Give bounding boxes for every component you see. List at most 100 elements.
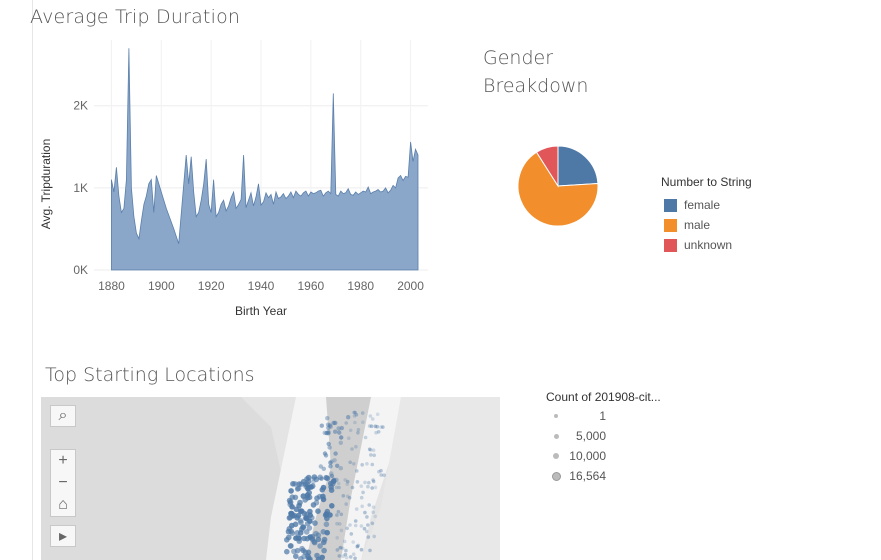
station-point[interactable] (371, 478, 375, 482)
station-point[interactable] (379, 473, 384, 477)
station-point[interactable] (355, 544, 360, 549)
station-point[interactable] (343, 478, 348, 482)
station-point[interactable] (313, 499, 320, 506)
station-point[interactable] (307, 512, 314, 518)
station-point[interactable] (367, 447, 372, 452)
station-point[interactable] (295, 534, 302, 540)
station-point[interactable] (331, 420, 336, 426)
size-legend-row-4[interactable]: 16,564 (546, 466, 661, 486)
station-point[interactable] (328, 487, 335, 493)
station-point[interactable] (371, 510, 376, 514)
station-point[interactable] (372, 534, 377, 539)
station-point[interactable] (326, 431, 331, 436)
station-point[interactable] (334, 477, 339, 483)
station-point[interactable] (345, 482, 350, 486)
station-point[interactable] (288, 543, 294, 549)
station-point[interactable] (337, 430, 342, 435)
station-point[interactable] (323, 521, 330, 528)
station-point[interactable] (345, 494, 350, 499)
station-point[interactable] (291, 512, 298, 519)
station-point[interactable] (336, 509, 341, 514)
station-point[interactable] (320, 484, 327, 491)
station-point[interactable] (351, 552, 356, 556)
station-point[interactable] (363, 435, 368, 440)
pie-slice-male[interactable] (517, 151, 599, 227)
station-point[interactable] (303, 483, 309, 490)
station-point[interactable] (315, 556, 322, 560)
station-point[interactable] (353, 556, 357, 560)
map-canvas[interactable] (41, 397, 500, 560)
station-point[interactable] (344, 421, 349, 425)
station-point[interactable] (353, 410, 357, 415)
station-point[interactable] (362, 526, 367, 531)
map-search-tool[interactable]: ⌕ (50, 405, 76, 427)
station-point[interactable] (347, 436, 351, 440)
station-point[interactable] (297, 499, 303, 506)
station-point[interactable] (322, 430, 327, 435)
starting-locations-map[interactable]: ⌕ + − ⌂ ▸ (41, 397, 500, 560)
station-point[interactable] (350, 485, 355, 490)
station-point[interactable] (304, 535, 311, 542)
station-point[interactable] (326, 441, 331, 447)
station-point[interactable] (368, 414, 373, 418)
station-point[interactable] (338, 466, 343, 471)
station-point[interactable] (319, 423, 324, 428)
station-point[interactable] (364, 529, 369, 534)
station-point[interactable] (324, 529, 331, 536)
legend-item-female[interactable]: female (661, 195, 752, 215)
station-point[interactable] (374, 430, 378, 435)
station-point[interactable] (337, 554, 342, 558)
station-point[interactable] (284, 548, 290, 555)
map-station-points[interactable] (284, 410, 386, 560)
station-point[interactable] (292, 521, 299, 528)
station-point[interactable] (361, 490, 365, 495)
station-point[interactable] (353, 420, 357, 425)
trip-duration-area[interactable] (111, 48, 419, 271)
station-point[interactable] (338, 545, 343, 550)
station-point[interactable] (311, 538, 317, 545)
station-point[interactable] (294, 547, 301, 554)
station-point[interactable] (353, 519, 358, 523)
station-point[interactable] (367, 480, 371, 485)
station-point[interactable] (355, 544, 360, 549)
station-point[interactable] (375, 412, 380, 417)
zoom-in-button[interactable]: + (51, 450, 75, 472)
station-point[interactable] (359, 547, 364, 552)
station-point[interactable] (333, 451, 338, 456)
station-point[interactable] (356, 543, 361, 548)
station-point[interactable] (322, 451, 328, 456)
station-point[interactable] (356, 431, 360, 435)
station-point[interactable] (329, 473, 335, 479)
station-point[interactable] (327, 423, 333, 428)
station-point[interactable] (305, 553, 311, 559)
trip-area-series[interactable] (111, 48, 419, 271)
station-point[interactable] (325, 416, 330, 421)
station-point[interactable] (289, 530, 296, 536)
station-point[interactable] (359, 484, 364, 488)
station-point[interactable] (315, 508, 321, 514)
station-point[interactable] (295, 512, 302, 519)
station-point[interactable] (311, 474, 318, 480)
station-point[interactable] (371, 505, 376, 509)
station-point[interactable] (339, 435, 344, 440)
station-point[interactable] (359, 524, 364, 528)
station-point[interactable] (288, 488, 294, 494)
station-point[interactable] (359, 495, 364, 500)
station-point[interactable] (315, 532, 322, 538)
station-point[interactable] (338, 522, 342, 526)
station-point[interactable] (342, 539, 347, 544)
station-point[interactable] (321, 536, 328, 543)
station-point[interactable] (348, 428, 353, 433)
station-point[interactable] (360, 504, 365, 509)
station-point[interactable] (304, 492, 311, 499)
station-point[interactable] (373, 424, 378, 428)
station-point[interactable] (346, 415, 351, 420)
station-point[interactable] (348, 523, 352, 527)
station-point[interactable] (366, 484, 370, 489)
station-point[interactable] (339, 425, 344, 431)
gender-pie-chart[interactable] (510, 138, 606, 234)
station-point[interactable] (344, 548, 348, 553)
station-point[interactable] (339, 528, 344, 533)
station-point[interactable] (363, 510, 367, 515)
station-point[interactable] (352, 410, 356, 415)
